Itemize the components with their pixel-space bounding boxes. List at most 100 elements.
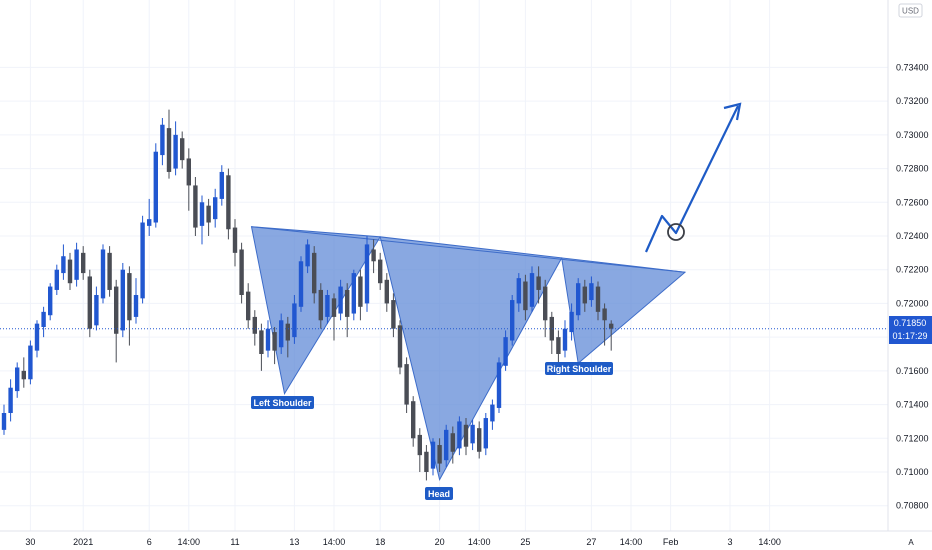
candle-body	[417, 434, 422, 456]
candle-body	[331, 298, 337, 317]
projection-path	[644, 105, 739, 253]
candle-body	[305, 244, 310, 267]
time-tick-label: 14:00	[178, 537, 201, 547]
head-and-shoulders-pattern	[250, 226, 687, 481]
candle-body	[378, 259, 383, 284]
currency-button[interactable]: USD	[898, 3, 923, 18]
candle-body	[338, 286, 343, 314]
svg-text:Left Shoulder: Left Shoulder	[254, 398, 312, 408]
time-tick-label: Feb	[663, 537, 679, 547]
svg-text:Right Shoulder: Right Shoulder	[547, 364, 612, 374]
time-tick-label: 27	[586, 537, 596, 547]
candle-body	[411, 401, 416, 439]
candle-body	[54, 269, 59, 290]
candle-body	[450, 433, 455, 452]
price-tick-label: 0.72600	[896, 197, 929, 207]
candle-body	[153, 151, 158, 223]
candle-body	[397, 325, 403, 368]
candle-body	[21, 370, 26, 380]
candle-body	[391, 300, 396, 329]
candle-body	[325, 295, 330, 317]
candle-body	[609, 323, 614, 329]
candle-body	[404, 364, 409, 405]
candle-body	[100, 249, 106, 299]
candle-body	[61, 256, 66, 274]
candle-body	[252, 316, 257, 334]
candle-body	[265, 328, 271, 351]
svg-text:Head: Head	[428, 489, 450, 499]
candle-body	[120, 269, 125, 331]
price-tick-label: 0.73200	[896, 96, 929, 106]
price-tick-label: 0.70800	[896, 501, 929, 511]
price-tick-label: 0.72400	[896, 231, 929, 241]
candle-body	[569, 311, 574, 333]
time-tick-label: 14:00	[758, 537, 781, 547]
candle-body	[232, 227, 238, 253]
candle-body	[127, 273, 132, 321]
candle-body	[470, 424, 475, 444]
candle-body	[239, 249, 244, 295]
time-tick-label: 30	[25, 537, 35, 547]
price-axis[interactable]: 0.73400 0.73200 0.73000 0.72800 0.72600 0.724…	[896, 62, 929, 510]
time-tick-label: 25	[520, 537, 530, 547]
candle-body	[424, 451, 429, 472]
candle-body	[536, 276, 541, 290]
candle-body	[28, 345, 33, 380]
time-tick-label: 14:00	[620, 537, 643, 547]
price-tick-label: 0.73000	[896, 130, 929, 140]
candle-body	[166, 128, 172, 172]
candle-body	[582, 286, 587, 304]
candle-body	[516, 278, 521, 304]
candle-body	[1, 413, 7, 430]
time-axis[interactable]: 30 2021 6 14:00 11 13 14:00 18 20 14:00 25 27 14:00 F…	[25, 537, 780, 547]
candle-body	[272, 332, 277, 351]
candle-body	[81, 252, 86, 274]
candle-body	[186, 158, 191, 186]
time-tick-label: 11	[230, 537, 239, 547]
candle-body	[457, 421, 462, 449]
candle-body	[503, 337, 508, 366]
candle-body	[180, 138, 185, 161]
candle-body	[589, 283, 594, 301]
candle-body	[15, 367, 20, 392]
auto-scale-button[interactable]: A	[908, 538, 914, 547]
candle-body	[483, 418, 488, 449]
candle-body	[133, 295, 139, 317]
candle-body	[345, 289, 350, 317]
head-label: Head	[425, 487, 453, 500]
candle-body	[292, 303, 297, 338]
candle-body	[48, 286, 53, 316]
candle-body	[312, 252, 317, 294]
candlestick-series	[1, 109, 614, 481]
time-tick-label: 20	[435, 537, 445, 547]
candle-body	[463, 424, 469, 447]
time-tick-label: 3	[727, 537, 732, 547]
candle-body	[318, 289, 323, 321]
left-shoulder-label: Left Shoulder	[251, 396, 314, 409]
neckline	[251, 226, 686, 273]
time-tick-label: 18	[375, 537, 385, 547]
price-tick-label: 0.71400	[896, 400, 929, 410]
svg-text:01:17:29: 01:17:29	[892, 331, 927, 341]
candle-body	[259, 330, 264, 354]
candle-body	[576, 283, 581, 316]
candle-body	[206, 205, 211, 223]
candle-body	[114, 286, 119, 334]
price-tick-label: 0.72000	[896, 298, 929, 308]
time-tick-label: 6	[147, 537, 152, 547]
arrow-head	[723, 102, 742, 121]
svg-text:0.71850: 0.71850	[894, 318, 927, 328]
candle-body	[556, 337, 561, 354]
candle-body	[543, 286, 548, 321]
candle-body	[285, 323, 290, 341]
candle-body	[298, 261, 304, 307]
time-tick-label: 14:00	[323, 537, 346, 547]
current-price-badge: 0.71850 01:17:29	[889, 316, 932, 344]
candle-body	[140, 222, 145, 299]
price-tick-label: 0.71200	[896, 433, 929, 443]
candle-body	[496, 362, 502, 408]
right-shoulder-label: Right Shoulder	[545, 362, 613, 375]
price-tick-label: 0.73400	[896, 62, 929, 72]
candle-body	[358, 276, 363, 307]
